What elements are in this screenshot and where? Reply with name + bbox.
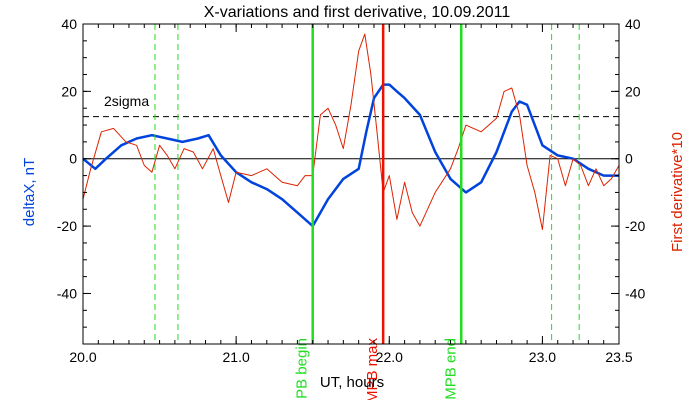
mpb-label-mpb-max: MPB max	[364, 338, 381, 400]
mpb-label-mpb-end: MPB end	[442, 338, 459, 400]
y-axis-label-left: deltaX, nT	[21, 158, 38, 226]
y-tick-label-left-0: -40	[57, 285, 77, 301]
y-tick-label-right-2: 0	[625, 151, 633, 167]
x-axis-label: UT, hours	[320, 374, 384, 391]
axes: 20.0 21.0 22.0 23.0 23.5 -40 -40 -20 -20 0 0 20 20 40…	[57, 16, 646, 365]
x-tick-label-4: 23.5	[605, 349, 632, 365]
y-tick-label-right-1: -20	[625, 218, 645, 234]
y-tick-label-left-3: 20	[61, 83, 77, 99]
series-line-deltax	[82, 83, 619, 228]
series-layer	[82, 33, 620, 230]
marker-lines: MPB begin MPB max MPB end	[154, 24, 580, 400]
mpb-label-mpb-begin: MPB begin	[294, 338, 311, 400]
plot-area	[83, 116, 619, 160]
x-tick-label-2: 22.0	[376, 349, 403, 365]
plot-frame	[82, 23, 620, 345]
y-tick-label-right-0: -40	[625, 285, 645, 301]
threshold-label: 2sigma	[104, 93, 149, 109]
y-tick-label-right-3: 20	[625, 83, 641, 99]
y-axis-label-right: First derivative*10	[669, 132, 686, 252]
x-tick-label-1: 21.0	[223, 349, 250, 365]
y-tick-label-left-4: 40	[61, 16, 77, 32]
chart-title: X-variations and first derivative, 10.09…	[204, 4, 511, 21]
y-tick-label-left-2: 0	[69, 151, 77, 167]
y-tick-label-right-4: 40	[625, 16, 641, 32]
series-line-first-derivative-10	[82, 33, 620, 230]
x-tick-label-0: 20.0	[69, 349, 96, 365]
x-tick-label-3: 23.0	[529, 349, 556, 365]
y-tick-label-left-1: -20	[57, 218, 77, 234]
